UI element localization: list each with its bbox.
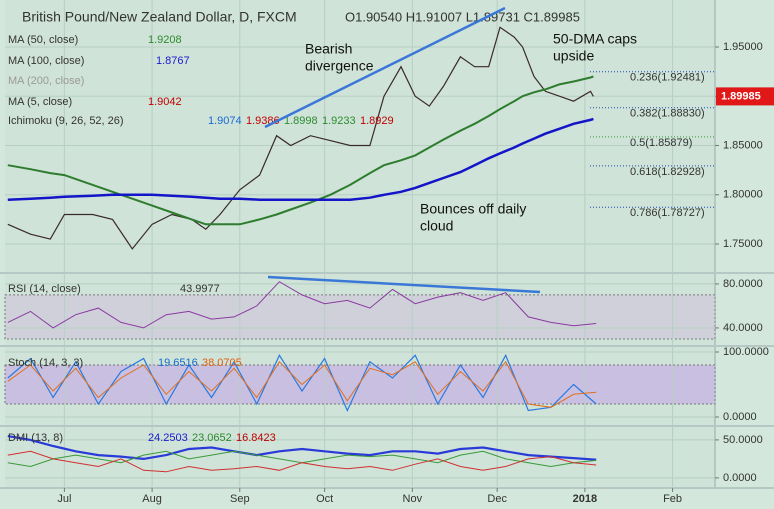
indicator-value: 23.0652 [192, 432, 232, 444]
y-tick-label: 1.85000 [723, 139, 763, 151]
x-tick-label: Sep [230, 493, 250, 505]
x-tick-label: Aug [142, 493, 162, 505]
y-tick-label: 100.0000 [723, 346, 769, 358]
fib-label: 0.618(1.82928) [630, 166, 705, 178]
x-tick-label: Jul [57, 493, 71, 505]
series-line [7, 281, 597, 329]
indicator-value: 24.2503 [148, 432, 188, 444]
indicator-value: 1.8767 [156, 55, 190, 67]
y-tick-label: 50.0000 [723, 434, 763, 446]
indicator-label: MA (100, close) [8, 55, 84, 67]
annotation: Bounces off daily [420, 201, 526, 217]
trend-line [264, 6, 506, 129]
y-tick-label: 0.0000 [723, 411, 757, 423]
annotation: upside [553, 48, 594, 64]
x-tick-label: Dec [487, 493, 507, 505]
chart-title: British Pound/New Zealand Dollar, D, FXC… [22, 9, 297, 25]
band [4, 294, 716, 340]
divergence-line [267, 275, 541, 294]
annotation: Bearish [305, 41, 352, 57]
y-tick-label: 80.0000 [723, 278, 763, 290]
x-tick-label: Feb [663, 493, 682, 505]
indicator-value: 16.8423 [236, 432, 276, 444]
x-tick-label: Nov [403, 493, 423, 505]
annotation: cloud [420, 218, 453, 234]
indicator-label: DMI (13, 8) [8, 432, 63, 444]
series-line [7, 26, 594, 250]
price-tag-label: 1.89985 [721, 90, 761, 102]
x-tick-label: Oct [316, 493, 333, 505]
indicator-value: 1.8929 [360, 115, 394, 127]
indicator-label: RSI (14, close) [8, 283, 81, 295]
indicator-label: Ichimoku (9, 26, 52, 26) [8, 115, 124, 127]
fib-label: 0.382(1.88830) [630, 108, 705, 120]
indicator-label: MA (50, close) [8, 34, 78, 46]
series-line [7, 353, 597, 412]
indicator-label: MA (200, close) [8, 75, 84, 87]
indicator-value: 19.6516 [158, 357, 198, 369]
series-line [7, 435, 597, 461]
fib-label: 0.236(1.92481) [630, 72, 705, 84]
y-tick-label: 1.75000 [723, 238, 763, 250]
indicator-value: 43.9977 [180, 283, 220, 295]
indicator-value: 1.8998 [284, 115, 318, 127]
ohlc: O1.90540 H1.91007 L1.89731 C1.89985 [345, 9, 580, 24]
fib-label: 0.5(1.85879) [630, 137, 692, 149]
fib-label: 0.786(1.78727) [630, 207, 705, 219]
indicator-value: 38.0705 [202, 357, 242, 369]
indicator-value: 1.9233 [322, 115, 356, 127]
series-line [7, 117, 594, 201]
indicator-value: 1.9042 [148, 96, 182, 108]
series-line [7, 450, 597, 473]
y-tick-label: 1.95000 [723, 41, 763, 53]
price-tag [716, 87, 774, 106]
series-line [7, 75, 594, 226]
indicator-label: MA (5, close) [8, 96, 72, 108]
panel-background [5, 0, 715, 272]
y-tick-label: 40.0000 [723, 322, 763, 334]
annotation: 50-DMA caps [553, 31, 637, 47]
y-tick-label: 1.80000 [723, 189, 763, 201]
indicator-label: Stoch (14, 3, 3) [8, 357, 83, 369]
indicator-value: 1.9208 [148, 34, 182, 46]
y-tick-label: 0.0000 [723, 472, 757, 484]
indicator-value: 1.9074 [208, 115, 242, 127]
x-tick-label: 2018 [573, 493, 597, 505]
series-line [7, 360, 597, 408]
annotation: divergence [305, 58, 374, 74]
